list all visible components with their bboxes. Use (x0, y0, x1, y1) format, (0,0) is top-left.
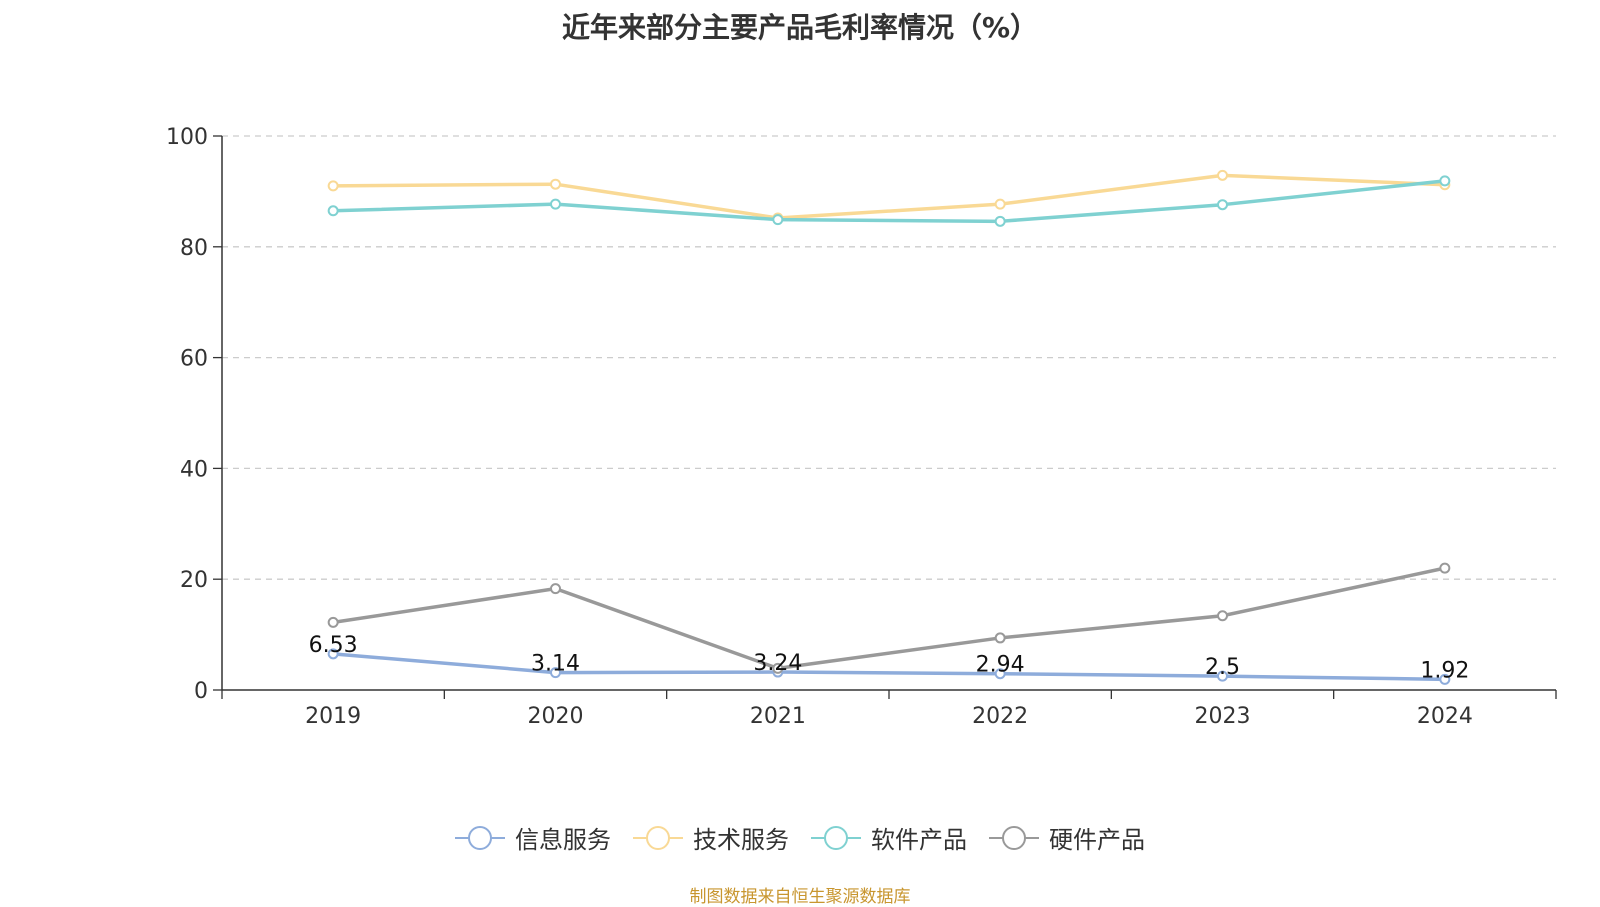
data-label: 1.92 (1420, 658, 1469, 683)
legend-item[interactable]: 信息服务 (455, 820, 611, 855)
series-4 (327, 562, 1451, 674)
y-tick-label: 40 (180, 457, 208, 482)
y-tick-label: 60 (180, 347, 208, 372)
legend-label: 技术服务 (693, 826, 789, 854)
data-point (1439, 175, 1451, 187)
legend-item[interactable]: 软件产品 (811, 820, 967, 855)
legend-line-marker-icon (633, 825, 683, 850)
x-tick-label: 2020 (528, 704, 584, 729)
series-line (332, 566, 1446, 671)
data-point (1217, 670, 1228, 682)
data-point (994, 668, 1006, 680)
data-label: 2.94 (976, 653, 1025, 678)
data-point (550, 178, 561, 190)
data-label: 3.14 (531, 652, 580, 677)
x-tick-label: 2022 (972, 704, 1028, 729)
series-line (333, 179, 1446, 224)
legend-line-marker-icon (989, 825, 1039, 850)
data-label: 6.53 (309, 633, 358, 658)
data-point (994, 632, 1006, 644)
y-tick-label: 100 (166, 125, 208, 150)
y-tick-label: 0 (194, 679, 208, 704)
series-line (333, 173, 1445, 220)
series-line (333, 652, 1445, 682)
data-point (327, 648, 339, 660)
x-tick-label: 2023 (1195, 704, 1251, 729)
x-tick-label: 2021 (750, 704, 806, 729)
data-label: 2.5 (1205, 655, 1240, 680)
y-tick-label: 80 (180, 236, 208, 261)
data-point (772, 662, 784, 674)
data-point (327, 180, 339, 192)
data-point (994, 215, 1006, 227)
y-tick-label: 20 (180, 568, 208, 593)
data-point (1217, 199, 1228, 211)
source-note: 制图数据来自恒生聚源数据库 (689, 887, 911, 907)
data-point (327, 616, 339, 628)
chart-legend: 信息服务 技术服务 软件产品 硬件产品 (0, 820, 1600, 855)
data-point (1217, 610, 1228, 622)
legend-label: 硬件产品 (1049, 826, 1145, 854)
data-label: 3.24 (753, 651, 802, 676)
data-point (772, 214, 784, 226)
x-tick-label: 2024 (1417, 704, 1473, 729)
data-point (550, 198, 561, 210)
data-point (1439, 562, 1451, 574)
data-point (550, 667, 561, 679)
data-point (1217, 169, 1228, 181)
legend-line-marker-icon (811, 825, 861, 850)
data-point (327, 205, 339, 217)
x-tick-label: 2019 (305, 704, 361, 729)
legend-line-marker-icon (455, 825, 505, 850)
series-3 (327, 175, 1451, 227)
data-point (550, 583, 561, 595)
data-point (1439, 673, 1451, 685)
line-chart: 0 20 40 60 80 100 2019 2020 2021 2022 2023 2024 6.53… (166, 125, 1557, 729)
legend-label: 信息服务 (515, 826, 611, 854)
chart-title: 近年来部分主要产品毛利率情况（%） (561, 11, 1039, 44)
legend-item[interactable]: 技术服务 (633, 820, 789, 855)
legend-item[interactable]: 硬件产品 (989, 820, 1145, 855)
legend-label: 软件产品 (871, 826, 967, 854)
data-point (994, 198, 1006, 210)
